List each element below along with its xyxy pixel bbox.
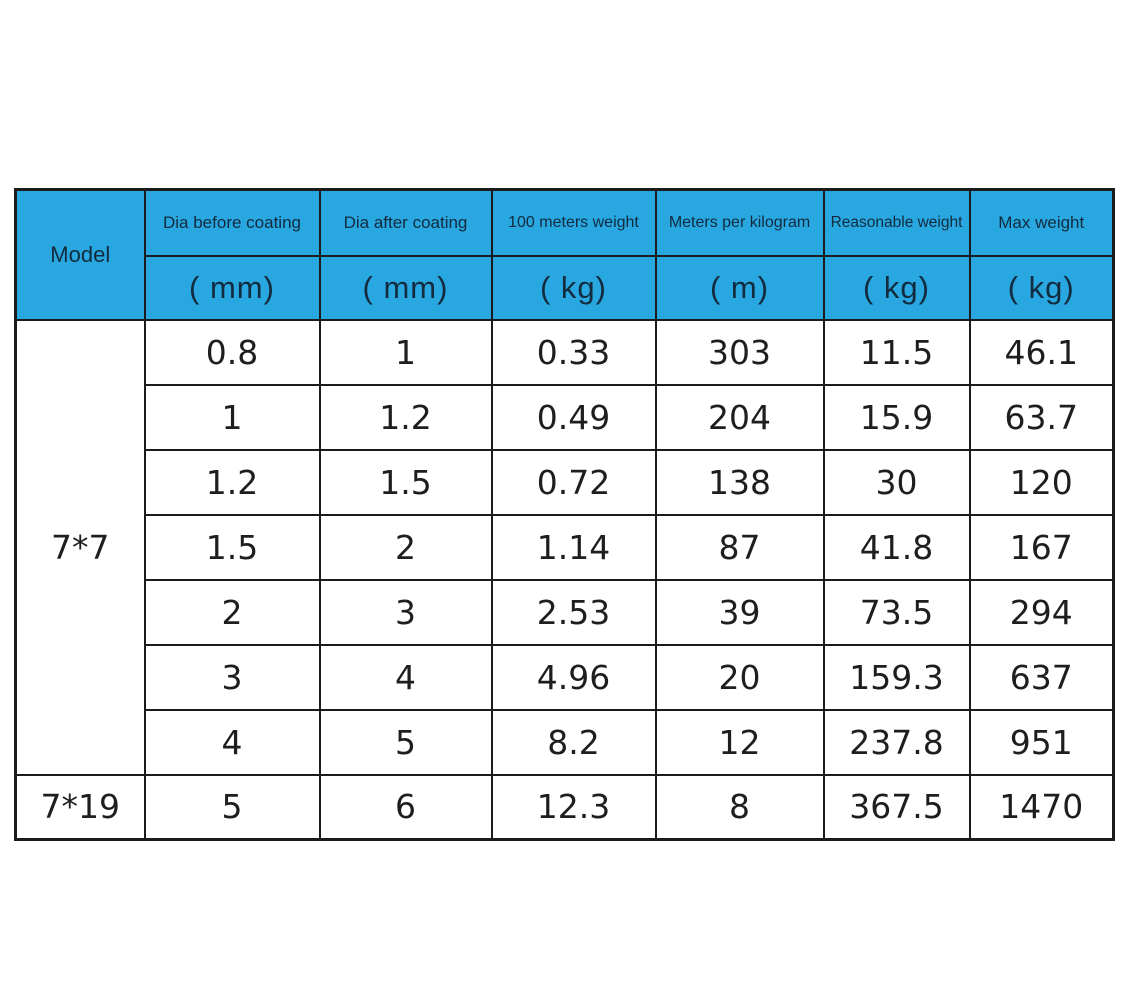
data-cell: 12.3 bbox=[490, 773, 657, 841]
table-body: 7*7 0.8 1 0.33 303 11.5 46.1 1 1.2 0.49 … bbox=[14, 318, 1115, 841]
data-cell: 3 bbox=[318, 578, 493, 646]
unit-cell-dia-after-coating: ( mm) bbox=[318, 254, 493, 321]
table-header: Model Dia before coating Dia after coati… bbox=[14, 188, 1115, 321]
data-cell: 2 bbox=[143, 578, 321, 646]
data-cell: 159.3 bbox=[822, 643, 971, 711]
data-cell: 204 bbox=[654, 383, 825, 451]
data-cell: 1.2 bbox=[318, 383, 493, 451]
data-cell: 1 bbox=[318, 318, 493, 386]
data-cell: 15.9 bbox=[822, 383, 971, 451]
data-cell: 41.8 bbox=[822, 513, 971, 581]
unit-cell-max-weight: ( kg) bbox=[968, 254, 1115, 321]
data-cell: 951 bbox=[968, 708, 1115, 776]
data-cell: 1.2 bbox=[143, 448, 321, 516]
header-cell-dia-before-coating: Dia before coating bbox=[143, 188, 321, 257]
table-row: 1.2 1.5 0.72 138 30 120 bbox=[16, 448, 1115, 516]
data-cell: 637 bbox=[968, 643, 1115, 711]
data-cell: 294 bbox=[968, 578, 1115, 646]
data-cell: 4 bbox=[318, 643, 493, 711]
data-cell: 8.2 bbox=[490, 708, 657, 776]
table-row: 3 4 4.96 20 159.3 637 bbox=[16, 643, 1115, 711]
wire-rope-spec-table: Model Dia before coating Dia after coati… bbox=[14, 188, 1115, 841]
table-row: 4 5 8.2 12 237.8 951 bbox=[16, 708, 1115, 776]
data-cell: 167 bbox=[968, 513, 1115, 581]
header-cell-meters-per-kilogram: Meters per kilogram bbox=[654, 188, 825, 257]
header-unit-row: ( mm) ( mm) ( kg) ( m) ( kg) ( kg) bbox=[16, 254, 1115, 321]
data-cell: 2 bbox=[318, 513, 493, 581]
table-row: 1 1.2 0.49 204 15.9 63.7 bbox=[16, 383, 1115, 451]
table-row: 7*19 5 6 12.3 8 367.5 1470 bbox=[14, 773, 1115, 841]
header-cell-max-weight: Max weight bbox=[968, 188, 1115, 257]
data-cell: 2.53 bbox=[490, 578, 657, 646]
data-cell: 46.1 bbox=[968, 318, 1115, 386]
data-cell: 30 bbox=[822, 448, 971, 516]
data-cell: 1.14 bbox=[490, 513, 657, 581]
data-cell: 73.5 bbox=[822, 578, 971, 646]
data-cell: 303 bbox=[654, 318, 825, 386]
data-cell: 0.33 bbox=[490, 318, 657, 386]
data-cell: 11.5 bbox=[822, 318, 971, 386]
data-cell: 3 bbox=[143, 643, 321, 711]
data-cell: 5 bbox=[318, 708, 493, 776]
data-cell: 4.96 bbox=[490, 643, 657, 711]
header-cell-reasonable-weight: Reasonable weight bbox=[822, 188, 971, 257]
data-cell: 12 bbox=[654, 708, 825, 776]
data-cell: 367.5 bbox=[822, 773, 971, 841]
data-cell: 39 bbox=[654, 578, 825, 646]
data-cell: 0.72 bbox=[490, 448, 657, 516]
data-cell: 1.5 bbox=[318, 448, 493, 516]
data-cell: 8 bbox=[654, 773, 825, 841]
data-cell: 5 bbox=[143, 773, 321, 841]
data-cell: 0.8 bbox=[143, 318, 321, 386]
header-cell-100-meters-weight: 100 meters weight bbox=[490, 188, 657, 257]
table-row: 1.5 2 1.14 87 41.8 167 bbox=[16, 513, 1115, 581]
table-row: 2 3 2.53 39 73.5 294 bbox=[16, 578, 1115, 646]
header-cell-model: Model bbox=[14, 188, 146, 321]
data-cell: 120 bbox=[968, 448, 1115, 516]
unit-cell-dia-before-coating: ( mm) bbox=[143, 254, 321, 321]
data-cell: 6 bbox=[318, 773, 493, 841]
model-cell-7x19: 7*19 bbox=[14, 773, 146, 841]
data-cell: 4 bbox=[143, 708, 321, 776]
data-cell: 87 bbox=[654, 513, 825, 581]
model-cell-7x7: 7*7 bbox=[14, 318, 146, 776]
data-cell: 63.7 bbox=[968, 383, 1115, 451]
data-cell: 1.5 bbox=[143, 513, 321, 581]
unit-cell-100-meters-weight: ( kg) bbox=[490, 254, 657, 321]
header-label-row: Model Dia before coating Dia after coati… bbox=[14, 188, 1115, 321]
table-row: 7*7 0.8 1 0.33 303 11.5 46.1 bbox=[14, 318, 1115, 776]
unit-cell-reasonable-weight: ( kg) bbox=[822, 254, 971, 321]
data-cell: 0.49 bbox=[490, 383, 657, 451]
data-cell: 237.8 bbox=[822, 708, 971, 776]
data-cell: 1 bbox=[143, 383, 321, 451]
data-cell: 138 bbox=[654, 448, 825, 516]
unit-cell-meters-per-kilogram: ( m) bbox=[654, 254, 825, 321]
header-cell-dia-after-coating: Dia after coating bbox=[318, 188, 493, 257]
data-cell: 20 bbox=[654, 643, 825, 711]
data-cell: 1470 bbox=[968, 773, 1115, 841]
